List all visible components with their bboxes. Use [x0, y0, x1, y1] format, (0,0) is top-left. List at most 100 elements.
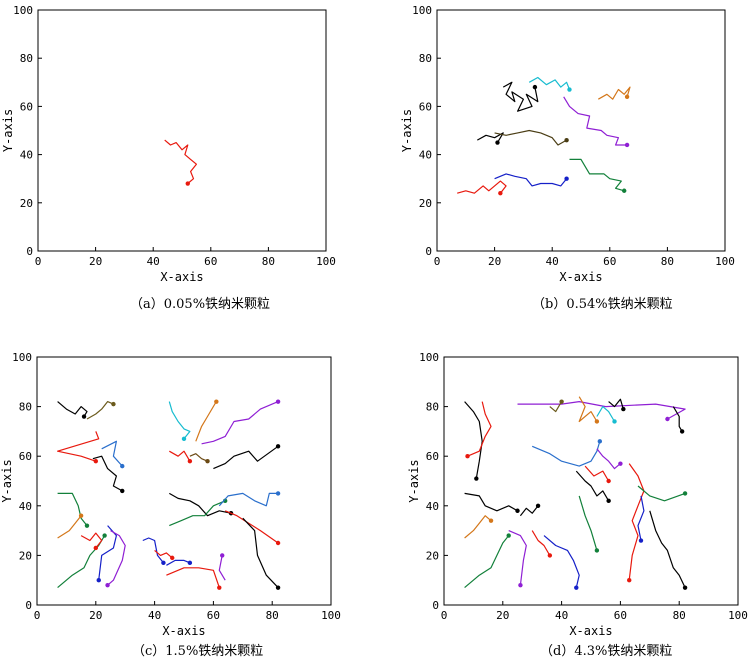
panel-d-y-tick-label: 60: [426, 450, 439, 463]
panel-a-x-tick-label: 60: [204, 255, 217, 268]
panel-b-particle-cyan-1: [567, 87, 572, 92]
panel-c-particle-cyan-1: [181, 436, 187, 442]
panel-d-trajectory-purple-3: [508, 530, 527, 586]
panel-c-particle-purple-1: [275, 399, 281, 404]
panel-c-trajectory-blue-5: [218, 492, 279, 507]
panel-d-trajectory-orange-2: [464, 515, 492, 539]
panel-c-trajectory-orange-1: [195, 401, 217, 442]
panel-b-x-tick-label: 100: [715, 255, 735, 268]
panel-c-plot-area: [36, 356, 332, 606]
panel-c-trajectory-black-3: [213, 445, 279, 470]
panel-d-trajectory-green-3: [464, 535, 510, 589]
panel-d-particle-green-3: [506, 533, 511, 538]
panel-c-particle-brown-1: [205, 458, 210, 464]
panel-d-particle-black-4: [606, 498, 611, 504]
panel-b-trajectory-purple-1: [563, 96, 628, 146]
panel-d-particle-black-2: [621, 406, 626, 412]
panel-d-x-tick-label: 20: [496, 609, 509, 622]
panel-d-particle-olive-1: [559, 399, 564, 404]
panel-c-x-tick-label: 0: [34, 609, 41, 622]
panel-b-trajectory-black-2: [477, 132, 504, 143]
panel-c-particle-black-1: [81, 414, 87, 419]
panel-d-particle-purple-2: [618, 461, 623, 466]
panel-c-particle-purple-2: [105, 582, 110, 588]
panel-b-particle-purple-1: [624, 142, 630, 148]
panel-d-trajectory-orange-1: [578, 396, 598, 423]
panel-c-particle-red-1: [93, 458, 99, 464]
panel-c-x-tick-label: 20: [89, 609, 102, 622]
panel-c-y-tick-label: 40: [19, 500, 32, 513]
panel-b-trajectory-orange-1: [598, 86, 631, 100]
panel-d-trajectory-cyan-1: [596, 406, 616, 422]
panel-b-trajectory-green-1: [569, 158, 625, 192]
panel-c-trajectory-purple-2: [107, 530, 126, 586]
panel-b-trajectory-blue-1: [494, 173, 568, 187]
caption-d: （d）4.3%铁纳米颗粒: [540, 644, 672, 659]
panel-d-x-tick-label: 0: [441, 609, 448, 622]
panel-c-particle-purple-3: [220, 553, 225, 558]
panel-c-trajectory-red-3: [80, 532, 103, 549]
panel-d: 0 20 40 60 80 100 0 20 40 60 80 100 X-axis Y-axis: [407, 351, 748, 638]
panel-c-particle-blue-5: [275, 491, 281, 496]
panel-d-particle-blue-2: [638, 538, 644, 543]
panel-d-trajectory-red-1: [467, 401, 492, 457]
panel-d-trajectory-black-5: [649, 510, 686, 588]
panel-b-trajectory-olive-1: [494, 129, 567, 146]
panel-c-trajectory-red-6: [224, 510, 279, 544]
panel-c-trajectory-red-4: [154, 549, 173, 559]
panel-d-x-tick-label: 60: [614, 609, 627, 622]
panel-d-particle-purple-3: [518, 582, 523, 588]
panel-d-particle-black-3: [679, 429, 685, 434]
panel-a-x-tick-label: 40: [147, 255, 160, 268]
panel-d-trajectory-purple-1: [517, 401, 686, 420]
panel-d-particle-purple-1: [665, 416, 670, 422]
panel-a-x-tick-label: 80: [262, 255, 275, 268]
panel-d-particle-black-6: [515, 508, 520, 513]
panel-a-y-tick-label: 40: [20, 149, 33, 162]
panel-d-trajectory-black-1: [464, 401, 483, 479]
panel-a-x-tick-label: 100: [316, 255, 336, 268]
panel-b-particle-green-1: [622, 188, 627, 193]
panel-d-trajectory-red-2: [584, 465, 610, 482]
panel-a-trajectory-particle-1: [164, 139, 197, 184]
panel-d-particle-blue-3: [574, 585, 579, 590]
panel-c-particle-red-5: [217, 585, 222, 590]
panel-c-y-tick-label: 100: [12, 351, 32, 364]
panel-c-y-tick-label: 20: [19, 549, 32, 562]
panel-c-trajectory-purple-3: [218, 555, 226, 581]
panel-b-x-tick-label: 20: [488, 255, 501, 268]
panel-c-particle-orange-1: [214, 399, 219, 404]
panel-d-particle-black-5: [682, 585, 688, 590]
panel-b-trajectory-black-1: [502, 81, 539, 112]
panel-d-particle-cyan-1: [612, 419, 617, 424]
panel-d-trajectory-blue-1: [531, 441, 601, 467]
panel-c-x-tick-label: 100: [321, 609, 341, 622]
panel-c-trajectory-blue-4: [166, 559, 191, 566]
panel-d-particle-red-2: [606, 478, 611, 484]
panel-c-particle-orange-2: [78, 513, 84, 518]
panel-d-y-tick-label: 100: [419, 351, 439, 364]
panel-d-x-tick-label: 100: [728, 609, 748, 622]
panel-d-y-axis-label: Y-axis: [407, 459, 421, 502]
panel-d-particle-blue-1: [597, 439, 603, 444]
panel-d-y-tick-label: 0: [432, 599, 439, 612]
panel-d-trajectory-black-4: [575, 470, 610, 502]
panel-c-y-tick-label: 80: [19, 401, 32, 414]
panel-c-trajectory-black-5: [242, 517, 279, 589]
panel-d-particle-green-2: [682, 491, 688, 496]
panel-d-trajectory-black-6: [464, 492, 518, 512]
panel-d-particle-green-1: [594, 548, 600, 553]
panel-d-trajectory-red-4: [531, 530, 551, 556]
panel-c-particle-red-2: [187, 458, 193, 464]
panel-b-y-axis-label: Y-axis: [400, 109, 414, 152]
panel-d-x-tick-label: 80: [673, 609, 686, 622]
panel-b-x-tick-label: 40: [546, 255, 559, 268]
panel-a-x-axis-label: X-axis: [160, 270, 203, 284]
panel-c-x-tick-label: 80: [266, 609, 279, 622]
panel-a-y-axis-label: Y-axis: [1, 109, 15, 152]
panel-b-x-tick-label: 60: [603, 255, 616, 268]
panel-d-particle-red-3: [627, 578, 632, 583]
panel-d-x-axis-label: X-axis: [569, 624, 612, 638]
panel-b-x-tick-label: 80: [661, 255, 674, 268]
panel-d-trajectory-olive-1: [549, 401, 563, 413]
